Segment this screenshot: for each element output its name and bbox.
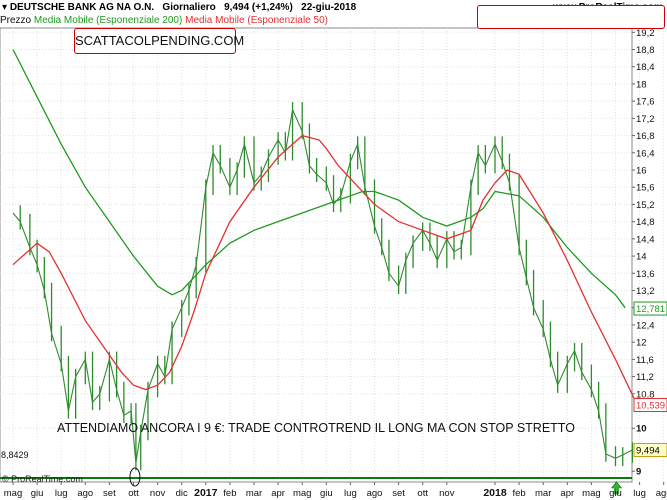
x-axis: mag giu lug ago set ott nov dic 2017 feb mar apr mag… (4, 482, 667, 499)
y-tick-label: 18,4 (636, 62, 655, 73)
y-tick-label: 14 (636, 252, 647, 263)
last-value-label: 10,539 (636, 401, 665, 412)
x-tick-label: lug (55, 488, 68, 499)
credit-label: © ProRealTime.com (2, 474, 83, 484)
y-tick-label: 12 (636, 338, 647, 349)
chart-annotation: ATTENDIAMO ANCORA I 9 €: TRADE CONTROTRE… (57, 421, 575, 435)
y-tick-label: 18 (636, 79, 647, 90)
plot-frame (0, 27, 633, 483)
y-tick-label: 13,2 (636, 286, 655, 297)
support-label: 8,8429 (1, 450, 29, 460)
y-tick-label: 16,8 (636, 131, 655, 142)
ma200-line (12, 49, 626, 309)
up-arrow-icon (610, 481, 623, 495)
watermark-stamp: SCATTACOLPENDING.COM (74, 28, 244, 54)
x-tick-label: set (103, 488, 116, 499)
last-value-tag (633, 442, 667, 457)
y-tick-label: 15,2 (636, 200, 655, 211)
y-tick-label: 18,8 (636, 45, 655, 56)
instrument-title: DEUTSCHE BANK AG NA O.N. (9, 2, 155, 13)
y-tick-label: 15,6 (636, 183, 655, 194)
y-tick-label: 10 (636, 424, 647, 435)
x-tick-label: nov (150, 488, 166, 499)
legend: Prezzo Media Mobile (Esponenziale 200) M… (0, 15, 328, 26)
x-tick-label: feb (223, 488, 236, 499)
y-tick-label: 10,8 (636, 389, 655, 400)
y-tick-label: 16 (636, 166, 647, 177)
y-tick-label: 12,4 (636, 320, 655, 331)
legend-price: Prezzo (0, 15, 32, 26)
y-tick-label: 14,4 (636, 234, 655, 245)
support-layer (0, 467, 632, 495)
x-tick-label: ott (128, 488, 139, 499)
chart-grid (0, 27, 665, 483)
x-tick-label: lug (344, 488, 357, 499)
y-tick-label: 9 (636, 467, 641, 478)
y-tick-label: 16,4 (636, 148, 655, 159)
y-tick-label: 11,6 (636, 355, 654, 366)
last-value-tag (633, 398, 667, 413)
y-tick-label: 17,6 (636, 97, 655, 108)
y-tick-label: 19,2 (636, 28, 655, 39)
x-tick-label: mag (293, 488, 311, 499)
x-tick-label: giu (31, 488, 44, 499)
x-tick-label: apr (560, 488, 574, 499)
x-tick-label: mar (535, 488, 551, 499)
highlight-box (477, 5, 665, 29)
dropdown-icon[interactable]: ▾ (2, 2, 8, 13)
x-tick-label: giu (320, 488, 333, 499)
chart-header: ▾ DEUTSCHE BANK AG NA O.N. Giornaliero 9… (2, 2, 356, 13)
legend-ma200: Media Mobile (Esponenziale 200) (33, 15, 183, 26)
last-value-label: 9,494 (636, 445, 660, 456)
x-tick-label: feb (512, 488, 525, 499)
x-tick-label: mag (4, 488, 22, 499)
chart-series (12, 49, 638, 471)
period-label: Giornaliero (162, 2, 216, 13)
support-touch-marker (129, 467, 141, 487)
price-line (12, 107, 633, 463)
x-tick-label: set (392, 488, 405, 499)
header-date: 22-giu-2018 (301, 2, 357, 13)
x-tick-label: apr (271, 488, 285, 499)
x-tick-label: giu (609, 488, 622, 499)
x-tick-label: ago (77, 488, 93, 499)
x-tick-label: 2018 (483, 487, 507, 499)
x-tick-label: lug (633, 488, 646, 499)
x-tick-label: mag (582, 488, 600, 499)
x-tick-label: dic (176, 488, 188, 499)
y-tick-label: 13,6 (636, 269, 655, 280)
y-tick-label: 14,8 (636, 217, 655, 228)
last-value-tag (633, 301, 667, 316)
last-value-label: 12,781 (636, 304, 665, 315)
last-price: 9,494 (+1,24%) (224, 2, 293, 13)
y-tick-label: 11,2 (636, 372, 654, 383)
legend-ma50: Media Mobile (Esponenziale 50) (185, 15, 328, 26)
x-tick-label: ago (656, 488, 667, 499)
y-axis: 19,2 18,8 18,4 18 17,6 17,2 16,8 16,4 16 15,6 15,2… (632, 28, 667, 478)
x-tick-label: 2017 (194, 487, 218, 499)
x-tick-label: mar (246, 488, 262, 499)
x-tick-label: ott (417, 488, 428, 499)
ma50-line (12, 134, 638, 406)
x-tick-label: nov (439, 488, 455, 499)
x-tick-label: ago (367, 488, 383, 499)
y-tick-label: 17,2 (636, 114, 655, 125)
